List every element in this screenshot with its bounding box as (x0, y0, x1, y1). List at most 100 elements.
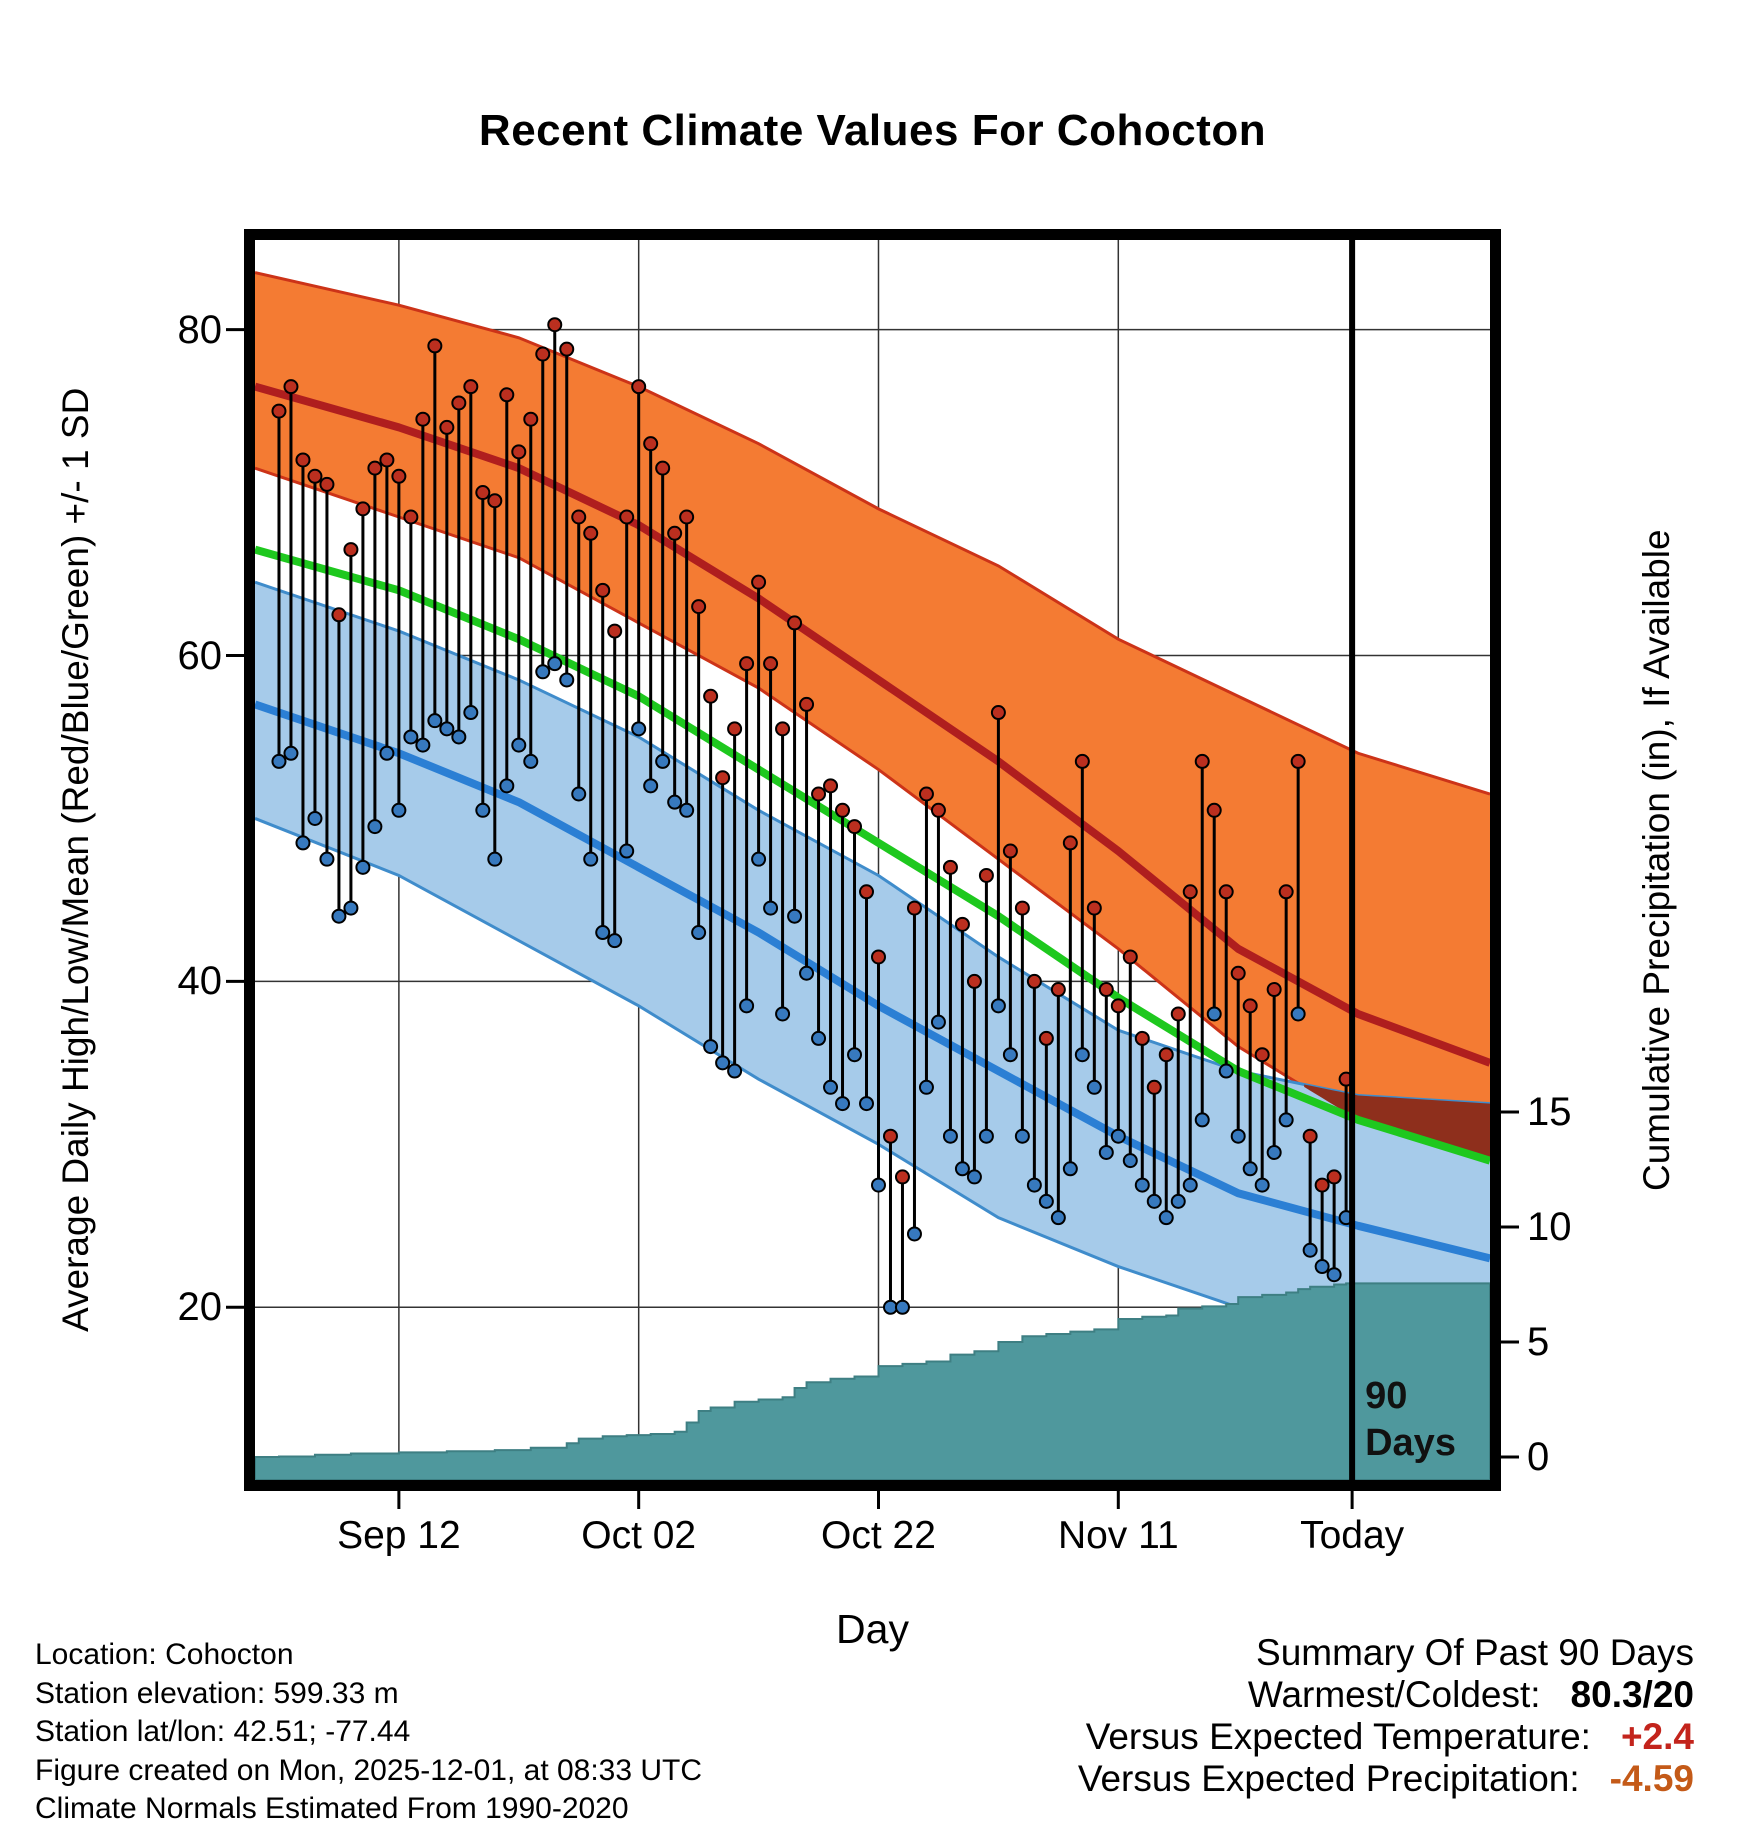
precip-area (255, 1282, 1490, 1480)
chart-title: Recent Climate Values For Cohocton (478, 106, 1267, 155)
daily-low-dot (1158, 1210, 1174, 1226)
daily-high-dot (1038, 1030, 1054, 1046)
daily-low-dot (607, 933, 623, 949)
daily-high-dot (1098, 982, 1114, 998)
station-info-normals: Climate Normals Estimated From 1990-2020 (35, 1792, 629, 1825)
daily-low-dot (1014, 1128, 1030, 1144)
daily-high-dot (595, 582, 611, 598)
daily-low-dot (1098, 1144, 1114, 1160)
daily-low-dot (1266, 1144, 1282, 1160)
daily-high-dot (451, 395, 467, 411)
daily-low-dot (559, 672, 575, 688)
x-axis-label: Day (836, 1606, 909, 1652)
daily-high-dot (655, 460, 671, 476)
temp-tick-label: 20 (177, 1285, 223, 1330)
daily-low-dot (667, 794, 683, 810)
precip-tick-label: 15 (1527, 1090, 1572, 1134)
daily-high-dot (343, 542, 359, 558)
daily-low-dot (547, 656, 563, 672)
daily-low-dot (691, 925, 707, 941)
daily-high-dot (463, 379, 479, 395)
daily-low-dot (1254, 1177, 1270, 1193)
daily-low-dot (763, 900, 779, 916)
daily-low-dot (415, 737, 431, 753)
daily-high-dot (835, 802, 851, 818)
daily-low-dot (930, 1014, 946, 1030)
daily-low-dot (643, 778, 659, 794)
daily-high-dot (763, 656, 779, 672)
daily-low-dot (1038, 1193, 1054, 1209)
daily-low-dot (319, 851, 335, 867)
daily-low-dot (990, 998, 1006, 1014)
daily-low-dot (1314, 1259, 1330, 1275)
daily-low-dot (823, 1079, 839, 1095)
daily-low-dot (978, 1128, 994, 1144)
daily-high-dot (379, 452, 395, 468)
precip-tick-label: 10 (1527, 1205, 1572, 1249)
daily-low-dot (571, 786, 587, 802)
daily-low-dot (283, 745, 299, 761)
daily-high-dot (1050, 982, 1066, 998)
daily-low-dot (583, 851, 599, 867)
right-axis-label: Cumulative Precipitation (in), If Availa… (1636, 529, 1677, 1191)
daily-low-dot (499, 778, 515, 794)
daily-high-dot (547, 317, 563, 333)
day-tick-label: Oct 22 (821, 1514, 936, 1557)
daily-low-dot (271, 753, 287, 769)
daily-low-dot (966, 1169, 982, 1185)
daily-low-dot (679, 802, 695, 818)
daily-high-dot (1182, 884, 1198, 900)
daily-low-dot (739, 998, 755, 1014)
daily-high-dot (703, 688, 719, 704)
station-info-elevation: Station elevation: 599.33 m (35, 1676, 399, 1710)
daily-low-dot (1122, 1153, 1138, 1169)
daily-low-dot (799, 965, 815, 981)
daily-high-dot (331, 607, 347, 623)
ninety-days-label-bottom: Days (1365, 1422, 1456, 1464)
daily-high-dot (954, 916, 970, 932)
daily-high-dot (1194, 753, 1210, 769)
daily-high-dot (1218, 884, 1234, 900)
daily-high-dot (583, 525, 599, 541)
plot-border (244, 229, 1501, 1491)
daily-low-dot (451, 729, 467, 745)
high-mean-line (255, 382, 1490, 1067)
daily-high-dot (691, 599, 707, 615)
daily-high-dot (427, 338, 443, 354)
daily-low-dot (906, 1226, 922, 1242)
daily-high-dot (942, 859, 958, 875)
daily-low-dot (1302, 1242, 1318, 1258)
daily-high-dot (439, 419, 455, 435)
vs-expected-precip-label: Versus Expected Precipitation: (1077, 1758, 1580, 1799)
daily-low-dot (1182, 1177, 1198, 1193)
daily-low-dot (475, 802, 491, 818)
daily-high-dot (307, 468, 323, 484)
daily-high-dot (667, 525, 683, 541)
daily-high-dot (1014, 900, 1030, 916)
daily-high-dot (775, 721, 791, 737)
daily-low-dot (1218, 1063, 1234, 1079)
daily-high-dot (894, 1169, 910, 1185)
station-info-latlon: Station lat/lon: 42.51; -77.44 (35, 1715, 411, 1748)
daily-low-dot (1026, 1177, 1042, 1193)
daily-high-dot (283, 379, 299, 395)
daily-low-dot (859, 1096, 875, 1112)
daily-high-dot (319, 476, 335, 492)
daily-high-dot (1266, 982, 1282, 998)
daily-high-dot (1074, 753, 1090, 769)
precip-tick-label: 5 (1527, 1320, 1550, 1364)
daily-high-dot (1326, 1169, 1342, 1185)
daily-low-dot (1194, 1112, 1210, 1128)
daily-low-dot (787, 908, 803, 924)
station-info: Location: Cohocton Station elevation: 59… (35, 1636, 702, 1828)
daily-low-dot (703, 1039, 719, 1055)
daily-low-dot (870, 1177, 886, 1193)
daily-high-dot (1122, 949, 1138, 965)
daily-high-dot (1062, 835, 1078, 851)
daily-high-dot (1086, 900, 1102, 916)
temp-tick-label: 40 (177, 959, 223, 1004)
daily-high-dot (847, 819, 863, 835)
daily-low-dot (1086, 1079, 1102, 1095)
